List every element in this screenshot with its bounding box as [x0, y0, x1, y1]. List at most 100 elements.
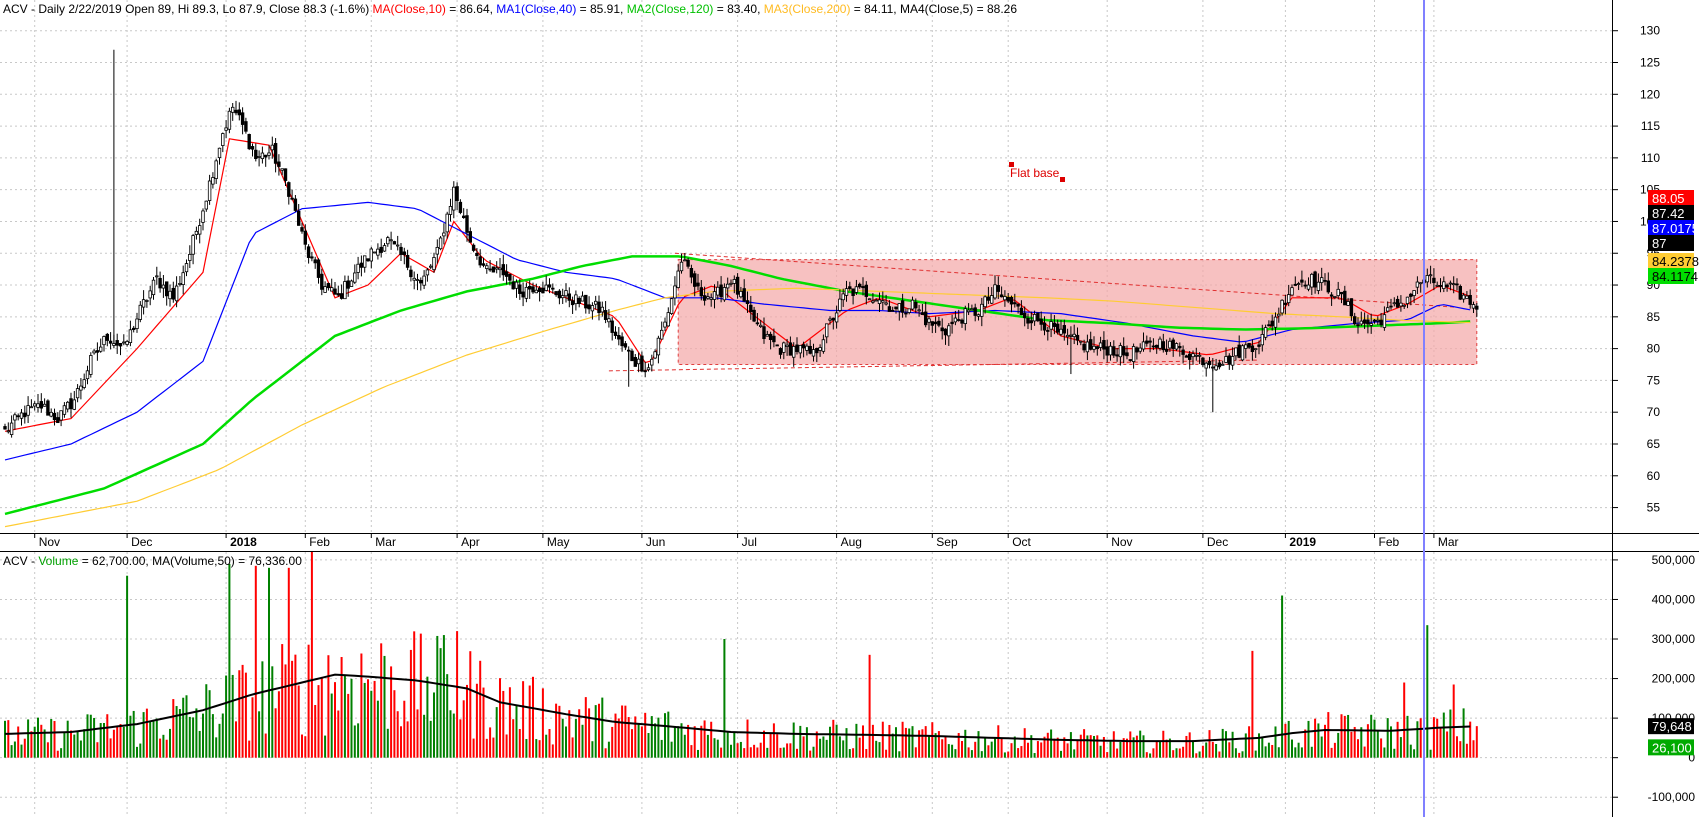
volume-bar: [581, 724, 584, 758]
candle-body: [458, 201, 463, 213]
candle-body: [1329, 294, 1334, 297]
candle-body: [1468, 294, 1472, 305]
candle-body: [702, 295, 707, 301]
candle-body: [112, 343, 116, 346]
candle-body: [1356, 324, 1360, 327]
candle-body: [874, 299, 878, 302]
candle-body: [164, 281, 169, 297]
volume-bar: [1178, 748, 1181, 758]
ma10-label: MA(Close,10): [373, 2, 446, 16]
candle-body: [825, 323, 829, 338]
volume-bar: [1360, 727, 1363, 758]
candle-body: [580, 295, 585, 302]
volume-bar: [574, 719, 577, 758]
volume-bar: [848, 749, 851, 758]
candle-body: [881, 300, 885, 303]
candle-body: [1221, 363, 1225, 366]
candle-body: [1003, 296, 1007, 301]
candle-body: [1290, 287, 1294, 296]
volume-bar: [337, 710, 340, 758]
candle-body: [1052, 322, 1057, 327]
volume-bar: [79, 740, 82, 758]
candle-body: [567, 293, 571, 301]
volume-bar: [1000, 738, 1003, 758]
volume-bar: [690, 745, 693, 758]
volume-bar: [182, 697, 185, 758]
volume-tick-label: -100,000: [1648, 790, 1696, 804]
volume-bar: [1238, 752, 1241, 758]
volume-bar: [934, 733, 937, 758]
volume-bar: [1366, 724, 1369, 758]
volume-bar: [287, 567, 290, 758]
volume-bar: [640, 726, 643, 758]
candle-body: [1336, 288, 1340, 297]
volume-bar: [396, 711, 399, 758]
candle-body: [574, 294, 578, 305]
ma120-value: = 83.40,: [713, 2, 763, 16]
flat-base-annotation[interactable]: Flat base: [1009, 162, 1065, 182]
candle-body: [1448, 282, 1453, 285]
annotation-handle-left[interactable]: [1009, 162, 1014, 167]
date-tick-label: Nov: [1111, 535, 1132, 549]
volume-bar: [726, 731, 729, 758]
volume-bar: [525, 738, 528, 758]
candle-body: [547, 284, 552, 288]
candle-body: [1240, 345, 1245, 361]
candle-body: [1296, 283, 1301, 285]
volume-value-badge: [1648, 739, 1694, 756]
candle-body: [1151, 345, 1156, 348]
candle-body: [138, 304, 142, 320]
volume-bar: [502, 690, 505, 758]
candle-body: [1316, 281, 1321, 291]
volume-bar: [1324, 724, 1326, 758]
volume-bar: [1343, 715, 1346, 758]
candle-body: [1082, 343, 1086, 351]
volume-bar: [383, 655, 386, 758]
candle-body: [353, 272, 357, 283]
candle-body: [514, 281, 519, 289]
volume-bar: [70, 730, 72, 758]
annotation-handle-right[interactable]: [1060, 177, 1065, 182]
date-tick-label: Oct: [1012, 535, 1031, 549]
last-value-text: 84.1174: [1652, 269, 1698, 284]
candle-body: [1056, 323, 1060, 333]
volume-bar: [518, 729, 521, 758]
candle-body: [1260, 334, 1264, 346]
candle-body: [597, 301, 601, 314]
volume-bar: [1205, 742, 1208, 758]
volume-bar: [1076, 739, 1079, 758]
candle-body: [653, 351, 657, 359]
candle-body: [1293, 283, 1297, 286]
volume-bar: [423, 714, 426, 758]
candle-body: [326, 283, 331, 289]
volume-bar: [1396, 721, 1399, 758]
candle-body: [587, 304, 591, 310]
volume-bar: [584, 697, 587, 758]
candle-body: [234, 109, 238, 114]
candle-body: [1372, 319, 1377, 322]
volume-bar: [452, 713, 455, 758]
support-trendline[interactable]: [608, 359, 1260, 372]
candle-body: [762, 326, 766, 339]
volume-bar: [812, 746, 815, 758]
candle-body: [442, 232, 446, 237]
candle-body: [511, 281, 515, 290]
date-tick-label: Jul: [742, 535, 757, 549]
candle-body: [524, 286, 529, 299]
candle-body: [194, 230, 199, 235]
volume-bar: [66, 720, 69, 758]
volume-bar: [1225, 731, 1227, 758]
volume-bar: [469, 651, 472, 758]
price-tick-label: 55: [1647, 501, 1661, 515]
candle-body: [742, 288, 746, 302]
candle-body: [696, 282, 700, 287]
candle-body: [184, 263, 189, 273]
volume-bar: [1403, 682, 1406, 758]
volume-bar: [515, 704, 518, 758]
candle-body: [1009, 296, 1014, 305]
candle-body: [49, 411, 53, 417]
volume-bar: [723, 639, 726, 758]
volume-bar: [307, 644, 310, 758]
volume-bar: [159, 738, 162, 758]
volume-bar: [1089, 735, 1092, 758]
